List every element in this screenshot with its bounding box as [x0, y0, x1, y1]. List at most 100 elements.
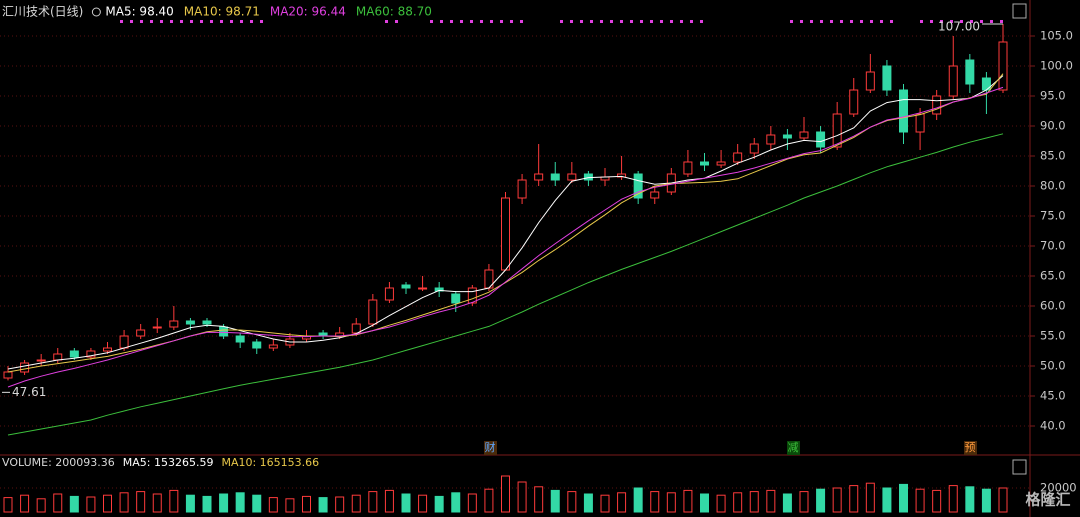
volume-bar [418, 494, 428, 513]
y-tick-label: 80.0 [1040, 179, 1066, 193]
volume-bar [733, 492, 743, 513]
event-dot [690, 20, 693, 23]
candle-body [185, 320, 195, 325]
candle-body [36, 359, 46, 362]
event-dot [460, 20, 463, 23]
event-marker-bg [964, 441, 977, 455]
volume-bar [749, 491, 759, 513]
event-marker-bg [787, 441, 800, 455]
candle-body [749, 143, 759, 154]
volume-bar [484, 488, 494, 513]
y-tick-label: 40.0 [1040, 419, 1066, 433]
y-tick-label: 60.0 [1040, 299, 1066, 313]
window-button[interactable] [1012, 3, 1027, 19]
candle-body [434, 287, 444, 292]
volume-title: VOLUME: 200093.36 [2, 456, 115, 469]
volume-bar [981, 488, 991, 513]
event-dot [990, 20, 993, 23]
ma-line [7, 75, 1004, 370]
volume-bar [285, 498, 295, 513]
event-dot [570, 20, 573, 23]
event-dot [450, 20, 453, 23]
candle-body [351, 323, 361, 334]
y-tick-label: 45.0 [1040, 389, 1066, 403]
candle-body [368, 299, 378, 325]
volume-bar [20, 494, 30, 513]
volume-bar [86, 496, 96, 513]
legend-entry: MA10: 98.71 [184, 5, 260, 19]
y-tick-label: 100.0 [1040, 59, 1073, 73]
volume-bar [351, 494, 361, 513]
candle-body [169, 320, 179, 328]
candle-body [219, 326, 229, 337]
candle-body [53, 353, 63, 361]
candle-body [152, 326, 162, 329]
volume-bar [401, 493, 411, 513]
volume-bar [948, 485, 958, 513]
event-dot [860, 20, 863, 23]
event-dot [640, 20, 643, 23]
event-dot [660, 20, 663, 23]
volume-bar [633, 487, 643, 513]
volume-bar [849, 485, 859, 513]
volume-bar [965, 486, 975, 513]
event-dot [600, 20, 603, 23]
y-tick-label: 50.0 [1040, 359, 1066, 373]
candle-body [782, 134, 792, 139]
event-dot [970, 20, 973, 23]
y-tick-label: 70.0 [1040, 239, 1066, 253]
event-dot [200, 20, 203, 23]
event-dot [800, 20, 803, 23]
volume-bar [716, 494, 726, 513]
event-dot [940, 20, 943, 23]
event-dot [490, 20, 493, 23]
legend-entry: MA60: 88.70 [356, 5, 432, 19]
candle-body [998, 41, 1008, 91]
candle-body [899, 89, 908, 133]
candle-body [401, 284, 411, 289]
event-dot [430, 20, 433, 23]
volume-bar [517, 481, 527, 513]
event-dot [950, 20, 953, 23]
volume-bar [932, 489, 942, 513]
ma-line [7, 86, 1004, 388]
volume-bar [451, 492, 461, 513]
y-tick-label: 85.0 [1040, 149, 1066, 163]
volume-bar [782, 493, 792, 513]
candle-body [650, 191, 660, 199]
event-dot [150, 20, 153, 23]
event-dot [220, 20, 223, 23]
volume-bar [3, 497, 13, 513]
volume-bar [882, 487, 892, 513]
event-dot [790, 20, 793, 23]
candle-body [733, 152, 743, 163]
event-dot [930, 20, 933, 23]
event-dot [920, 20, 923, 23]
event-dot [960, 20, 963, 23]
candle-body [119, 335, 129, 349]
candle-body [915, 113, 925, 133]
event-dot [470, 20, 473, 23]
candle-body [716, 161, 726, 166]
event-dot [580, 20, 583, 23]
candle-body [550, 173, 560, 181]
candle-body [799, 131, 809, 139]
volume-legend: MA10: 165153.66 [221, 456, 319, 469]
event-dot [1000, 20, 1003, 23]
volume-bar [252, 494, 262, 513]
event-dot [210, 20, 213, 23]
volume-bar [318, 497, 328, 513]
volume-bar [384, 489, 394, 513]
event-dot [250, 20, 253, 23]
volume-bar [335, 496, 345, 513]
watermark: 格隆汇 [1025, 491, 1070, 509]
volume-bar [915, 488, 925, 513]
candle-body [700, 161, 709, 166]
y-tick-label: 20000 [1040, 481, 1077, 495]
volume-bar [617, 492, 627, 513]
window-button[interactable] [1012, 459, 1027, 475]
volume-bar [152, 493, 162, 513]
